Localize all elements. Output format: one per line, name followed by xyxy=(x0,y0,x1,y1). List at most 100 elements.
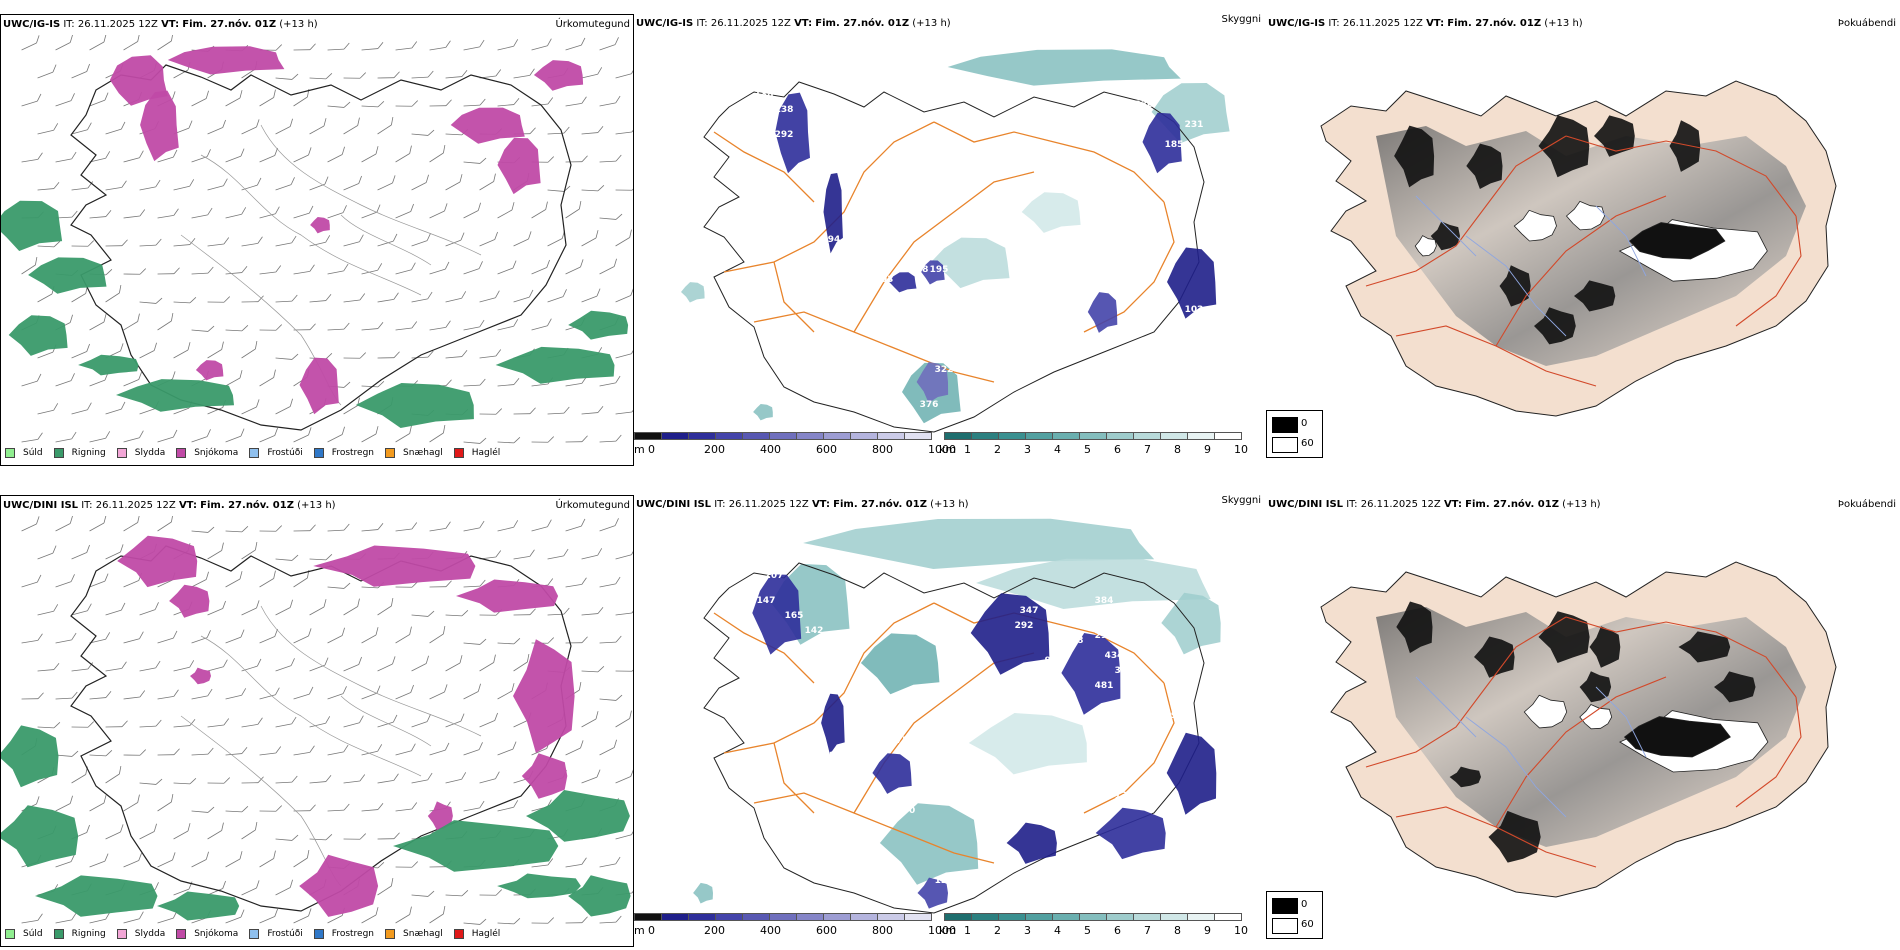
wind-barb xyxy=(275,398,293,415)
wind-barb xyxy=(259,89,276,107)
wind-barb xyxy=(71,63,90,79)
cloud-base-label: 291 xyxy=(1165,711,1184,721)
wind-barb xyxy=(361,101,385,108)
wind-barb xyxy=(327,686,347,700)
wind-barb xyxy=(259,147,278,163)
colorbar-cell xyxy=(1133,432,1161,440)
wind-barb xyxy=(377,175,396,191)
colorbar-tick: 600 xyxy=(816,924,837,937)
wind-barb xyxy=(207,718,230,728)
wind-barb xyxy=(429,203,448,219)
wind-barb xyxy=(191,325,215,332)
cloudbase-area xyxy=(889,272,917,293)
wind-barb xyxy=(463,520,485,532)
fog-legend-swatch xyxy=(1272,417,1298,433)
snow-area xyxy=(167,46,285,75)
panel-header: UWC/IG-IS IT: 26.11.2025 12Z VT: Fim. 27… xyxy=(3,19,318,30)
wind-barb xyxy=(293,89,310,107)
wind-barb xyxy=(547,126,570,135)
colorbar-tick: 200 xyxy=(704,924,725,937)
precip-legend-item: Rigning xyxy=(53,929,106,939)
colorbar-tick: 4 xyxy=(1054,443,1061,456)
run-time: 26.11.2025 12Z xyxy=(710,18,791,29)
colorbar-unit: m xyxy=(634,924,645,937)
wind-barb xyxy=(191,149,211,163)
cloudbase-fields xyxy=(775,92,1217,403)
visibility-area xyxy=(931,237,1010,289)
cloud-base-label: 121 xyxy=(1015,791,1034,801)
wind-barb xyxy=(207,542,224,560)
fog-legend-swatch xyxy=(1272,898,1298,914)
cloudbase-area xyxy=(1167,247,1217,319)
cloudbase-fields xyxy=(752,574,1217,909)
wind-barb xyxy=(395,802,418,812)
wind-barb xyxy=(89,314,107,331)
colorbar-tick: 1 xyxy=(964,924,971,937)
cloud-base-label: 103 xyxy=(875,275,894,285)
wind-barb xyxy=(241,600,260,616)
panel-header: UWC/DINI ISL IT: 26.11.2025 12Z VT: Fim.… xyxy=(1268,499,1601,510)
wind-barb xyxy=(615,710,632,728)
wind-barb xyxy=(615,405,633,415)
colorbar-cell xyxy=(1106,432,1134,440)
legend-label: Súld xyxy=(23,448,43,458)
fog-panel-title: Þokuábendi xyxy=(1837,499,1896,510)
legend-label: Snæhagl xyxy=(403,929,443,939)
wind-barb xyxy=(157,313,174,331)
cloud-base-label: 222 xyxy=(1075,826,1094,836)
wind-barb xyxy=(173,778,197,785)
wind-barb xyxy=(207,296,231,303)
wind-barb xyxy=(259,265,282,275)
wind-barb xyxy=(37,403,59,415)
cloud-visibility-panel: UWC/IG-IS IT: 26.11.2025 12Z VT: Fim. 27… xyxy=(634,14,1266,466)
snow-area xyxy=(299,854,379,917)
wind-barb xyxy=(309,118,327,135)
fog-dark-patch xyxy=(1538,611,1590,663)
wind-barb xyxy=(275,834,299,841)
wind-barb xyxy=(55,854,75,868)
wind-barb xyxy=(191,630,211,644)
wind-barb xyxy=(599,576,621,588)
wind-barb xyxy=(463,742,483,756)
wind-barb xyxy=(241,658,262,672)
cloud-base-label: 175 xyxy=(890,736,909,746)
wind-barb xyxy=(581,607,604,616)
colorbar-tick: 0 xyxy=(648,924,655,937)
wind-barb xyxy=(343,715,364,728)
wind-barb xyxy=(497,378,520,387)
colorbar-cell xyxy=(877,432,905,440)
cloudbase-area xyxy=(1142,112,1182,174)
wind-barb xyxy=(71,603,92,616)
wind-barb xyxy=(463,378,486,387)
wind-barb xyxy=(157,149,178,163)
wind-barb xyxy=(191,688,213,700)
colorbar-cell xyxy=(944,432,972,440)
wind-barb xyxy=(463,39,485,51)
visibility-area xyxy=(753,404,773,421)
wind-barb xyxy=(327,146,345,163)
wind-barb xyxy=(71,544,90,560)
wind-barb xyxy=(463,319,485,331)
wind-barb xyxy=(377,656,396,672)
precip-legend-item: Slydda xyxy=(116,929,165,939)
colorbar-tick: 5 xyxy=(1084,924,1091,937)
cloud-base-label: 230 xyxy=(1135,100,1154,110)
colorbar-cell xyxy=(1160,913,1188,921)
wind-barb xyxy=(89,35,107,51)
colorbar-cell xyxy=(1025,913,1053,921)
wind-barb xyxy=(225,370,243,387)
wind-barb xyxy=(123,35,140,51)
wind-barb xyxy=(21,692,44,700)
cloud-base-label: 195 xyxy=(930,265,949,275)
wind-barb xyxy=(275,716,297,728)
fog-legend-swatch xyxy=(1272,437,1298,453)
wind-barb xyxy=(89,92,109,107)
wind-barb xyxy=(445,350,468,359)
wind-barb xyxy=(547,406,570,415)
wind-barb xyxy=(241,236,263,247)
wind-barb xyxy=(581,666,605,673)
wind-barb xyxy=(89,691,112,700)
cloud-base-label: 227 xyxy=(649,275,668,285)
wind-barb xyxy=(377,292,399,303)
